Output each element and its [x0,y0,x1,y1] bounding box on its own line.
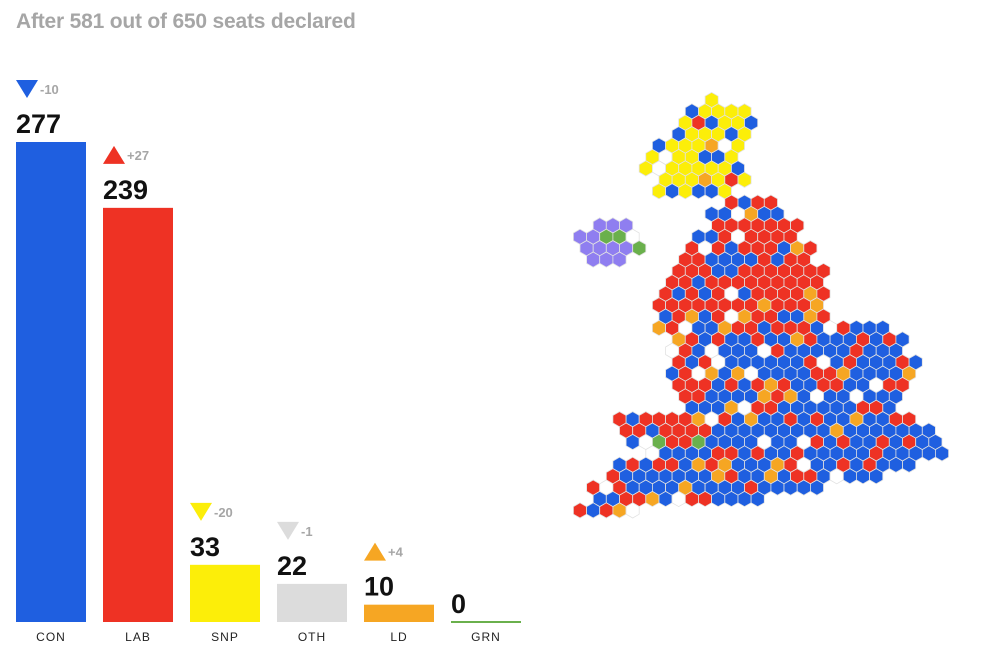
constituency-hex [698,490,713,508]
change-label-snp: -20 [214,505,233,520]
seat-bar-chart: 277 -10 CON 239 +27 LAB 33 -20 SNP 22 -1 OTH 10 +4 LD 0… [16,80,521,644]
change-arrow-con [16,80,38,98]
constituency-hex [724,490,739,508]
constituency-hex [625,502,640,519]
constituency-hex [809,479,824,496]
hex-region-1 [573,217,647,268]
constituency-hex [750,490,765,508]
constituency-hex [612,251,627,268]
bar-oth [277,583,347,622]
value-label-ld: 10 [364,572,394,602]
constituency-hex [652,183,666,200]
value-label-oth: 22 [277,551,307,581]
change-label-con: -10 [40,82,59,97]
constituency-hex [921,445,936,462]
constituency-hex [783,479,798,496]
constituency-hex [599,251,614,268]
constituency-hex [645,490,660,508]
constituency-hex [658,490,673,508]
constituency-hex [599,502,614,519]
bar-ld [364,604,434,622]
hex-region-3 [652,319,923,416]
hex-region-5 [573,411,950,519]
change-arrow-lab [103,145,125,164]
bar-snp [190,564,260,622]
constituency-hex [737,490,752,508]
value-label-con: 277 [16,109,61,139]
constituency-hex [842,468,857,485]
constituency-hex [684,490,699,508]
category-label-lab: LAB [125,630,151,644]
change-label-oth: -1 [301,524,313,539]
constituency-hex [737,171,752,188]
bar-lab [103,207,173,622]
value-label-grn: 0 [451,589,466,619]
constituency-hex [586,251,601,268]
constituency-hex [586,502,601,519]
constituency-hex [888,456,903,473]
uk-hex-map [573,91,950,519]
hex-region-4 [612,411,713,451]
change-arrow-snp [190,502,212,521]
constituency-hex [632,240,647,257]
category-label-grn: GRN [471,630,501,644]
constituency-hex [671,490,686,508]
constituency-hex [573,502,588,519]
constituency-hex [625,433,640,451]
category-label-con: CON [36,630,66,644]
constituency-hex [829,468,844,485]
constituency-hex [934,445,950,462]
constituency-hex [902,456,917,473]
constituency-hex [770,479,785,496]
constituency-hex [711,490,726,508]
constituency-hex [704,183,719,200]
constituency-hex [665,183,680,200]
constituency-hex [691,411,706,428]
change-arrow-ld [364,542,386,561]
constituency-hex [612,502,627,519]
constituency-hex [691,183,706,200]
change-arrow-oth [277,521,299,540]
change-label-ld: +4 [388,545,404,560]
constituency-hex [638,160,653,177]
page-title: After 581 out of 650 seats declared [16,10,356,33]
bar-con [16,142,86,622]
category-label-snp: SNP [211,630,239,644]
constituency-hex [678,183,693,200]
constituency-hex [869,468,884,485]
value-label-snp: 33 [190,532,220,562]
hex-region-0 [638,91,759,200]
value-label-lab: 239 [103,175,148,205]
constituency-hex [652,319,666,337]
category-label-ld: LD [390,630,407,644]
hex-region-2 [652,194,831,325]
constituency-hex [796,479,811,496]
category-label-oth: OTH [298,630,326,644]
change-label-lab: +27 [127,148,149,163]
constituency-hex [855,468,871,485]
